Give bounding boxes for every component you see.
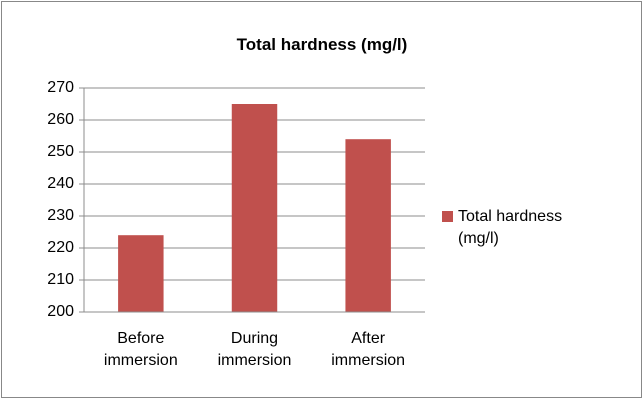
bar [231,104,278,312]
y-tick-label: 240 [47,175,74,192]
legend-label: Total hardness (mg/l) [458,208,563,247]
bar [118,235,164,312]
bar [345,139,391,312]
y-tick-label: 200 [47,303,74,320]
x-tick-label: Before immersion [103,330,178,369]
x-tick-label: During immersion [217,330,292,369]
y-tick-label: 260 [47,111,74,128]
legend-swatch [442,211,453,222]
chart-title: Total hardness (mg/l) [236,35,408,54]
y-tick-label: 210 [47,271,74,288]
y-tick-label: 220 [47,239,74,256]
y-tick-label: 270 [47,79,74,96]
x-tick-label: After immersion [331,330,406,369]
y-tick-label: 230 [47,207,74,224]
y-tick-label: 250 [47,143,74,160]
